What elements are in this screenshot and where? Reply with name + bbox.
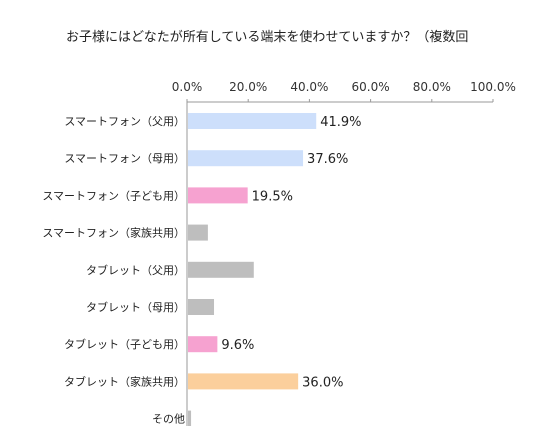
bar — [188, 224, 208, 241]
category-label: タブレット（母用） — [86, 300, 185, 314]
x-tick-label: 80.0% — [413, 80, 451, 94]
bar — [188, 373, 299, 390]
category-label: タブレット（父用） — [86, 263, 185, 277]
x-tick-label: 100.0% — [470, 80, 516, 94]
x-axis-ticks: 0.0% 20.0% 40.0% 60.0% 80.0% 100.0% — [172, 80, 516, 102]
category-label: その他 — [152, 413, 185, 426]
bar — [188, 261, 254, 278]
chart-title: お子様にはどなたが所有している端末を使わせていますか？（複数回 — [66, 29, 468, 45]
value-labels: 41.9% 37.6% 19.5% 9.6% 36.0% — [221, 115, 361, 390]
value-label: 41.9% — [320, 115, 361, 130]
bar — [188, 113, 317, 129]
category-label: スマートフォン（家族共用） — [42, 226, 185, 240]
value-label: 19.5% — [252, 189, 293, 204]
category-label: スマートフォン（子ども用） — [42, 189, 185, 202]
bar — [188, 299, 215, 315]
value-label: 9.6% — [221, 338, 254, 353]
category-label: タブレット（家族共用） — [64, 374, 185, 388]
bar — [188, 150, 304, 167]
category-label: スマートフォン（父用） — [64, 115, 185, 128]
bar — [188, 187, 248, 204]
bar — [188, 336, 218, 353]
category-label: スマートフォン（母用） — [64, 152, 185, 165]
x-tick-label: 20.0% — [229, 80, 267, 94]
x-tick-label: 60.0% — [352, 80, 390, 94]
x-tick-label: 40.0% — [290, 80, 328, 94]
value-label: 37.6% — [307, 152, 348, 167]
bar — [188, 410, 192, 426]
category-labels: スマートフォン（父用） スマートフォン（母用） スマートフォン（子ども用） スマートフ… — [42, 115, 185, 426]
category-label: タブレット（子ども用） — [64, 337, 185, 351]
x-tick-label: 0.0% — [172, 80, 203, 94]
bars — [188, 113, 317, 426]
value-label: 36.0% — [302, 375, 343, 390]
